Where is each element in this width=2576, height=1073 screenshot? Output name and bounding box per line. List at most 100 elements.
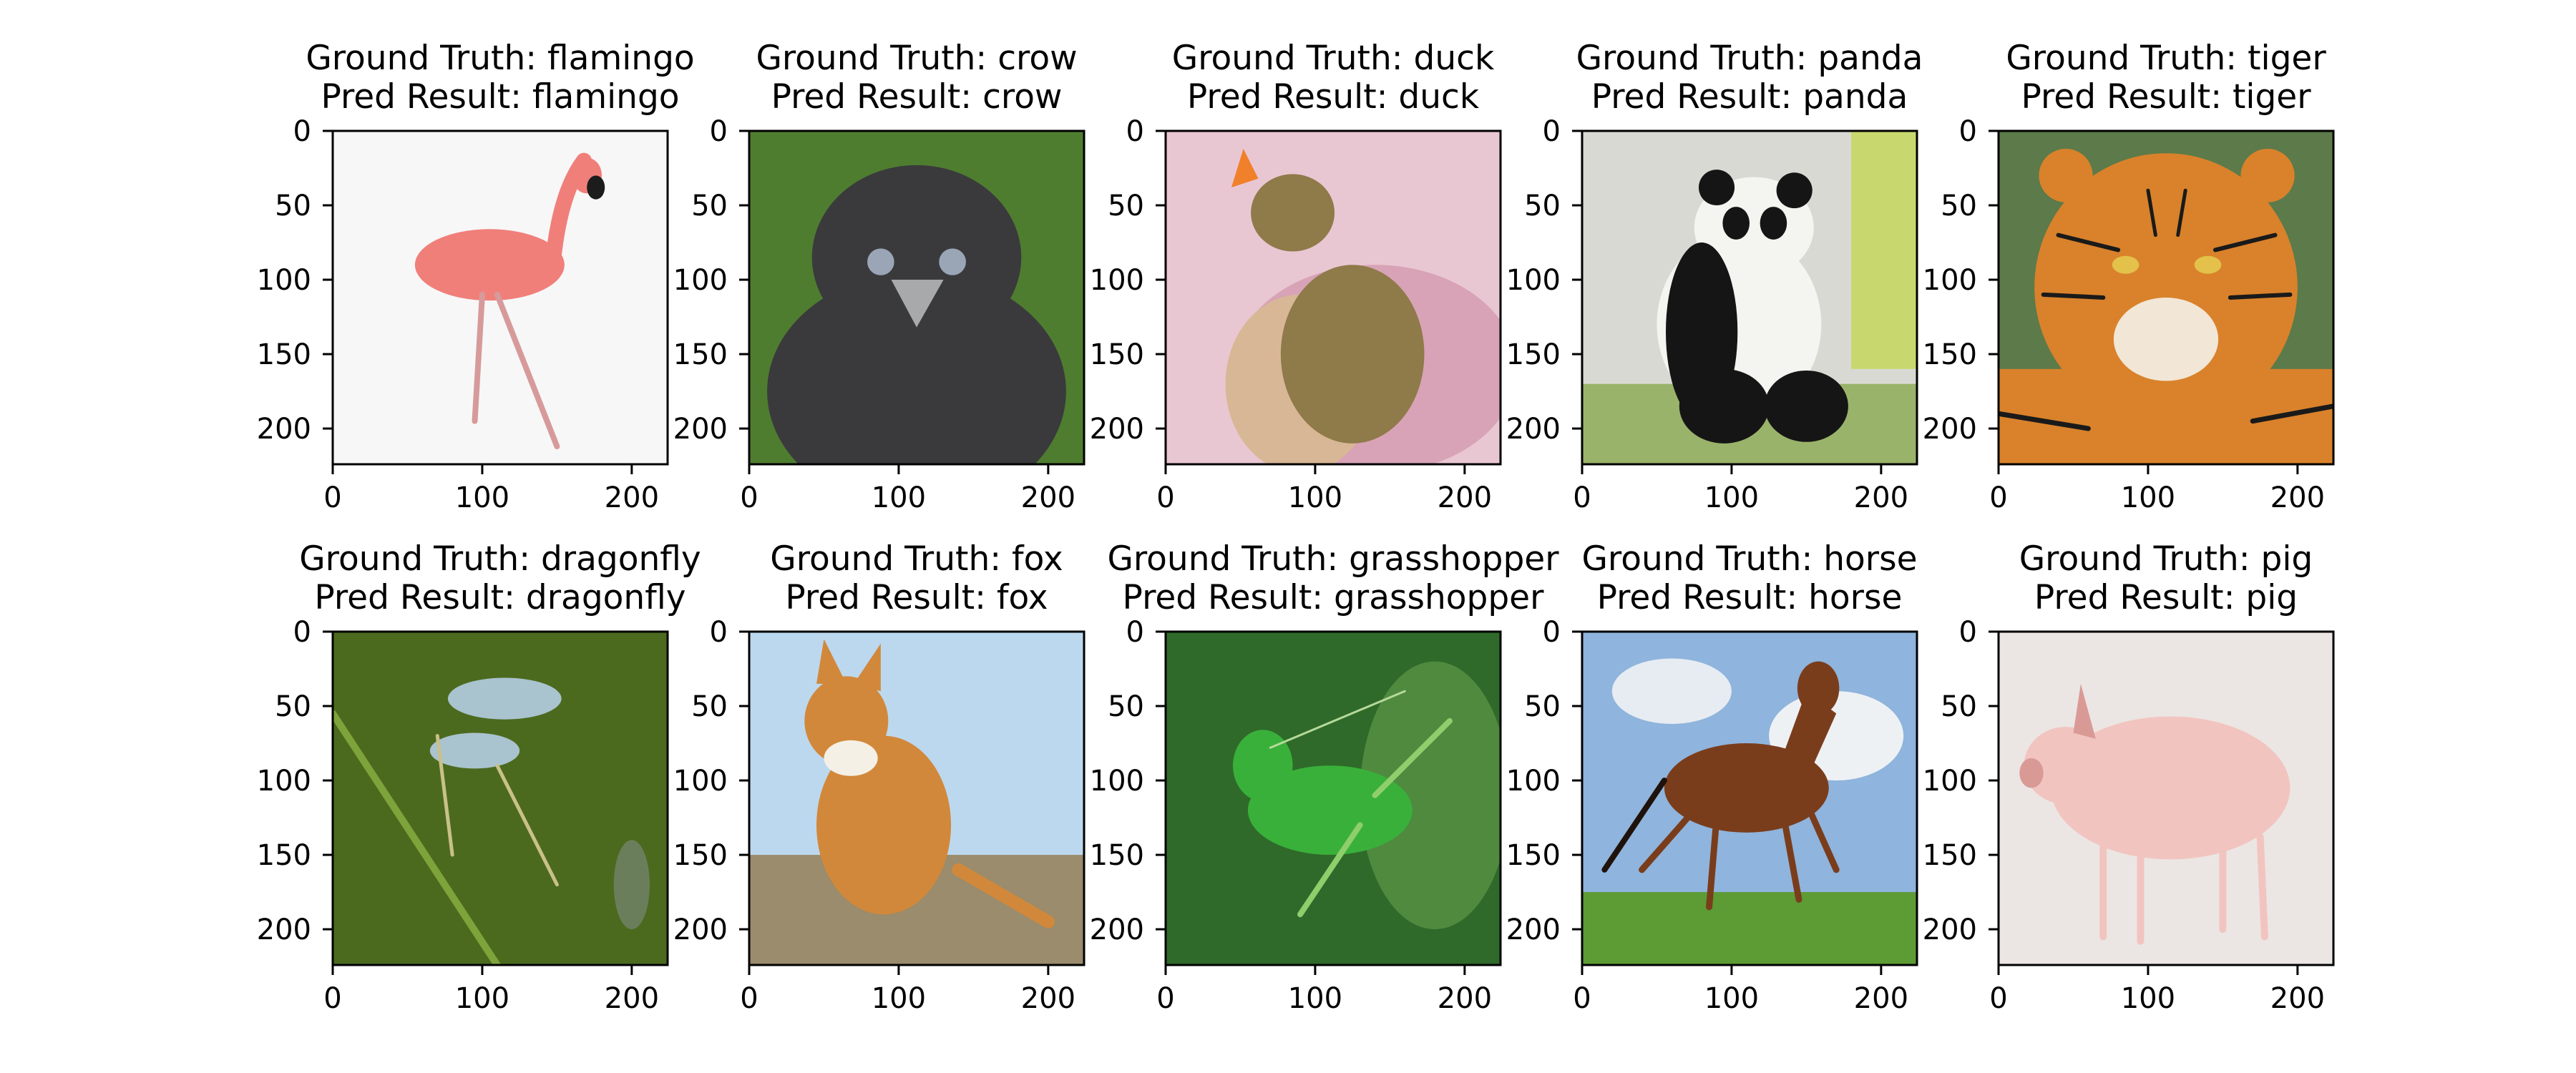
x-tick-label: 200 — [1854, 481, 1908, 514]
axes-frame — [331, 630, 669, 966]
grasshopper-body — [1247, 765, 1413, 856]
axes-frame — [1581, 129, 1918, 466]
cloud — [1611, 658, 1732, 724]
y-tick-label: 0 — [710, 115, 728, 148]
fox-body — [816, 735, 952, 915]
y-tick-label: 150 — [1506, 839, 1561, 872]
duck-head — [1251, 174, 1335, 252]
panda-ear — [1698, 170, 1735, 206]
tiger-ear — [2240, 148, 2295, 202]
x-tick-label: 200 — [605, 982, 659, 1015]
y-tick-label: 150 — [257, 839, 311, 872]
crow-beak — [891, 280, 944, 328]
subplot-title-ground-truth: Ground Truth: crow — [756, 39, 1077, 78]
dragonfly-body — [495, 763, 559, 887]
x-tick-label: 100 — [1704, 481, 1759, 514]
subplot-title-pred-result: Pred Result: horse — [1597, 578, 1903, 617]
x-tick-label: 0 — [740, 982, 758, 1015]
subplot-title-ground-truth: Ground Truth: grasshopper — [1107, 539, 1559, 579]
y-tick-label: 100 — [1090, 765, 1144, 798]
axes-frame — [1997, 129, 2335, 466]
leaf — [1360, 661, 1501, 930]
subplot-title-ground-truth: Ground Truth: pig — [2019, 539, 2313, 579]
tiger-stripe — [2041, 292, 2106, 300]
duck-body — [1280, 265, 1425, 444]
fox-ear — [816, 639, 847, 684]
y-tick-label: 0 — [1126, 616, 1144, 649]
subplot-title-ground-truth: Ground Truth: duck — [1172, 39, 1495, 78]
subplot-title-ground-truth: Ground Truth: fox — [770, 539, 1063, 579]
y-tick-label: 0 — [293, 616, 311, 649]
pig-head — [2024, 727, 2108, 805]
x-tick-label: 0 — [1989, 481, 2007, 514]
pig-snout — [2019, 758, 2044, 788]
y-tick-label: 200 — [1923, 913, 1977, 946]
subplot-title-ground-truth: Ground Truth: horse — [1582, 539, 1918, 579]
y-tick-label: 150 — [673, 839, 728, 872]
y-tick-label: 200 — [673, 913, 728, 946]
image-grasshopper — [1166, 632, 1501, 965]
x-tick-label: 0 — [1573, 982, 1591, 1015]
axes-frame — [331, 129, 669, 466]
x-tick-label: 0 — [1156, 481, 1174, 514]
x-tick-label: 100 — [872, 481, 926, 514]
x-tick-label: 100 — [1704, 982, 1759, 1015]
crow-head — [811, 165, 1022, 350]
crow-eye — [867, 248, 894, 275]
x-tick-label: 200 — [1021, 982, 1075, 1015]
y-tick-label: 0 — [1543, 616, 1561, 649]
subplot-title-pred-result: Pred Result: dragonfly — [314, 578, 686, 617]
y-tick-label: 100 — [673, 765, 728, 798]
subplot-title-pred-result: Pred Result: duck — [1187, 77, 1480, 117]
image-horse — [1582, 632, 1917, 965]
y-tick-label: 150 — [1090, 338, 1144, 371]
y-tick-label: 200 — [1090, 413, 1144, 446]
x-tick-label: 100 — [1288, 982, 1342, 1015]
y-tick-label: 50 — [1941, 690, 1977, 723]
flamingo-beak — [587, 175, 605, 200]
y-tick-label: 200 — [1090, 913, 1144, 946]
x-tick-label: 100 — [2121, 481, 2175, 514]
flamingo-leg — [494, 291, 560, 450]
x-tick-label: 100 — [1288, 481, 1342, 514]
y-tick-label: 200 — [673, 413, 728, 446]
pig-body — [2051, 716, 2290, 860]
subplot-title-pred-result: Pred Result: fox — [785, 578, 1048, 617]
tiger-stripe — [1999, 411, 2091, 431]
axes-frame — [1164, 630, 1502, 966]
dragonfly-body — [435, 734, 454, 857]
axes-frame — [1164, 129, 1502, 466]
panda-ear — [1776, 172, 1813, 209]
y-tick-label: 150 — [257, 338, 311, 371]
plant-stem — [333, 710, 501, 965]
tiger-muzzle — [2113, 298, 2219, 381]
horse-leg — [1639, 807, 1698, 873]
y-tick-label: 0 — [293, 115, 311, 148]
subplot-title-pred-result: Pred Result: grasshopper — [1123, 578, 1545, 617]
image-duck — [1166, 131, 1501, 464]
dragonfly-wing — [429, 733, 520, 769]
image-panda — [1582, 131, 1917, 464]
fox-chest — [824, 740, 878, 776]
y-tick-label: 0 — [1126, 115, 1144, 148]
crow-eye — [939, 248, 966, 275]
tiger-stripe — [2176, 188, 2187, 237]
y-tick-label: 0 — [1959, 115, 1977, 148]
y-tick-label: 100 — [1923, 765, 1977, 798]
tiger-stripe — [2146, 188, 2157, 237]
subplot-title-pred-result: Pred Result: panda — [1591, 77, 1908, 117]
pig-ear — [2073, 683, 2096, 739]
panda-leg — [1764, 370, 1848, 442]
x-tick-label: 100 — [455, 481, 509, 514]
subplot-title-ground-truth: Ground Truth: flamingo — [306, 39, 694, 78]
subplot-title-ground-truth: Ground Truth: dragonfly — [299, 539, 701, 579]
x-tick-label: 200 — [1854, 982, 1908, 1015]
